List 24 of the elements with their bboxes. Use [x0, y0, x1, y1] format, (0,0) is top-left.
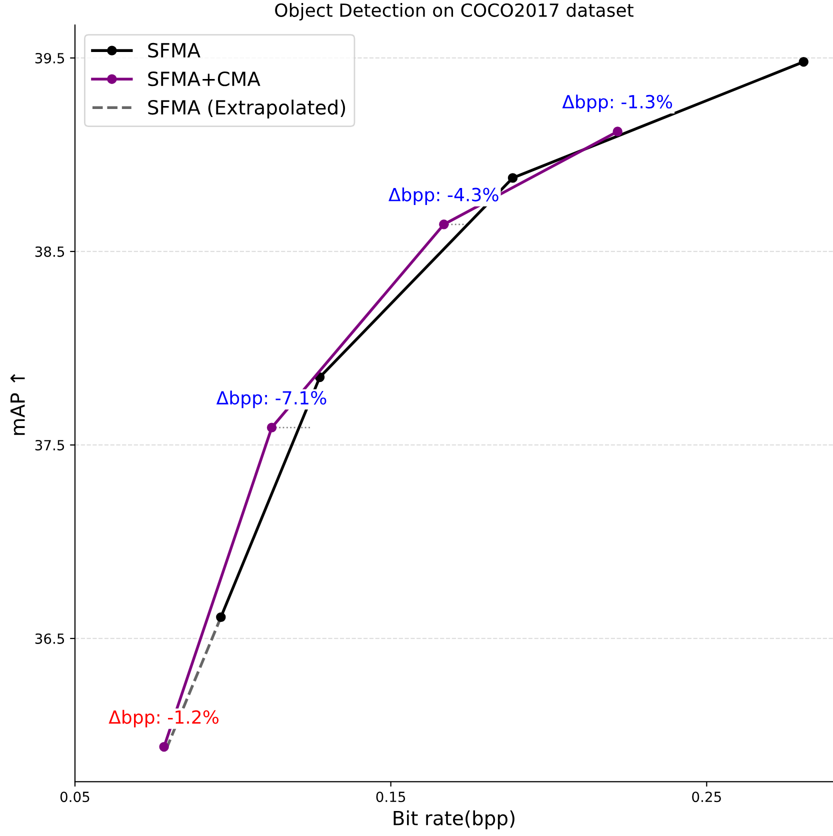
annotation: Δbpp: -1.3% [562, 94, 672, 112]
y-tick-label: 39.5 [35, 52, 64, 64]
annotation: Δbpp: -1.2% [108, 710, 219, 728]
point [612, 126, 622, 136]
annotation: Δbpp: -7.1% [216, 390, 326, 408]
x-tick-label: 0.25 [692, 792, 721, 802]
point [216, 612, 226, 622]
x-axis-title: Bit rate(bpp) [394, 810, 514, 830]
chart-title: Object Detection on COCO2017 dataset [275, 3, 634, 20]
point [798, 56, 808, 67]
legend-label: SFMA+CMA [148, 71, 260, 86]
legend-label: SFMA [148, 42, 200, 58]
y-axis-title: mAP ↑ [10, 374, 25, 435]
point [266, 422, 277, 432]
point [508, 173, 518, 183]
legend-label: SFMA (Extrapolated) [148, 100, 346, 118]
annotation: Δbpp: -4.3% [388, 187, 498, 205]
y-tick-label: 38.5 [35, 246, 64, 257]
y-tick-label: 37.5 [35, 440, 64, 450]
point [159, 742, 169, 752]
y-tick-label: 36.5 [35, 633, 64, 644]
point [439, 220, 449, 230]
x-tick-label: 0.05 [60, 792, 90, 802]
x-tick-label: 0.15 [376, 792, 406, 802]
